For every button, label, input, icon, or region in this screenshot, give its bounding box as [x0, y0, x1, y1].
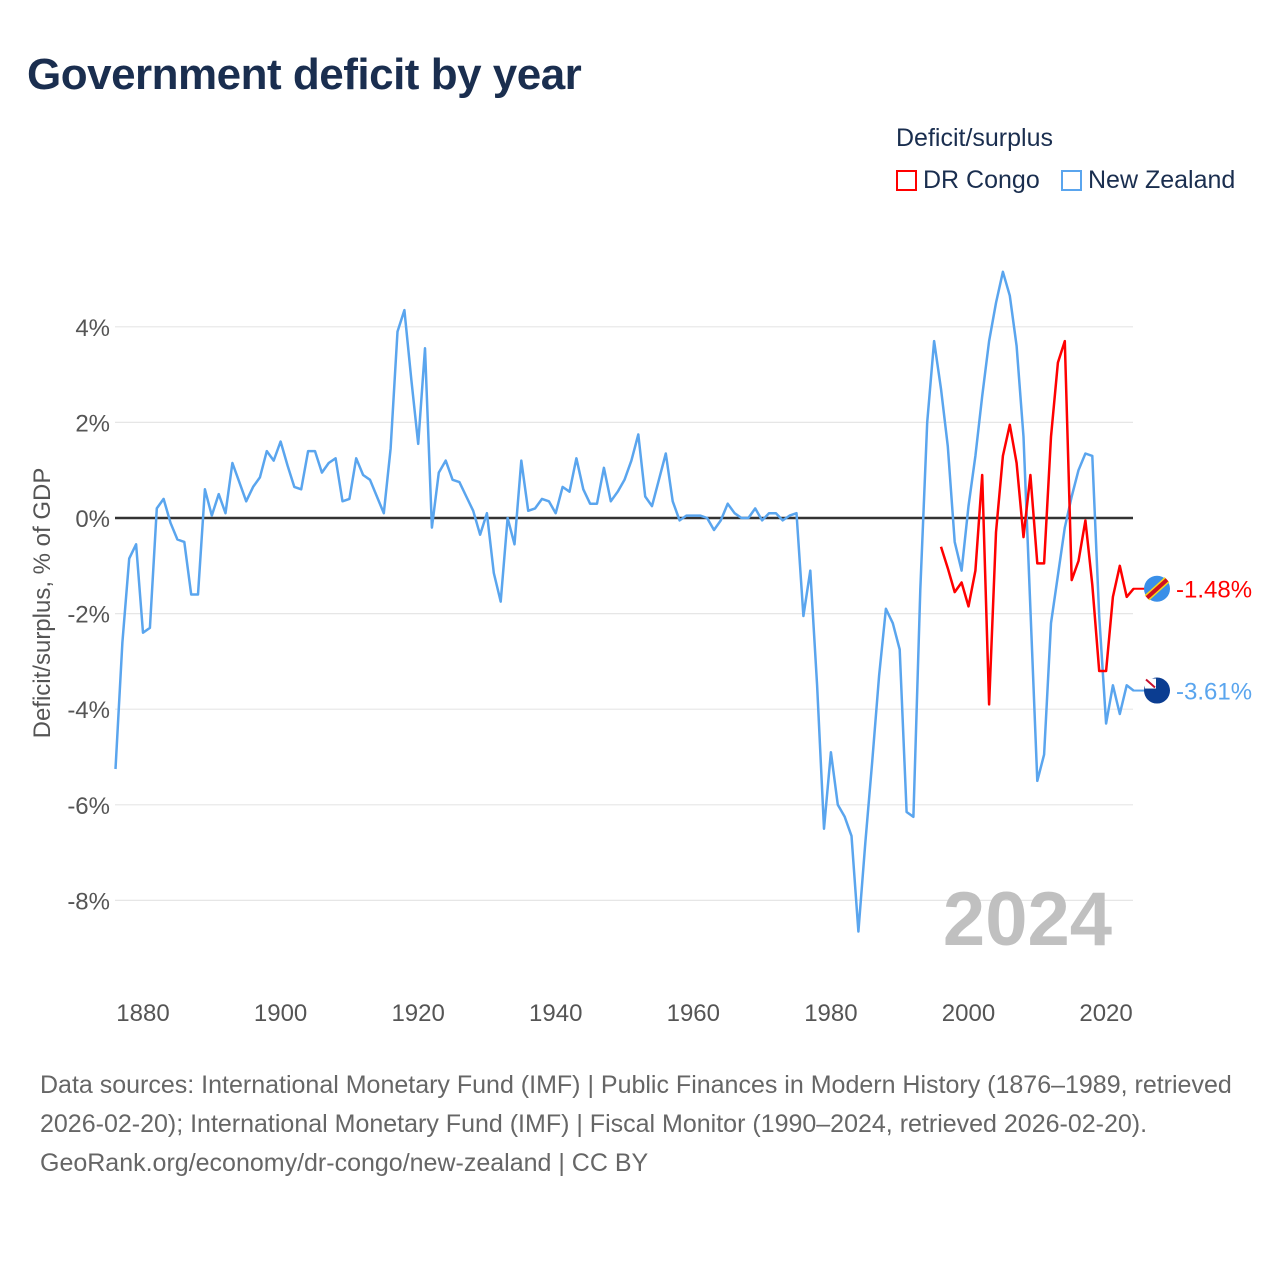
end-value-label: -1.48% [1176, 577, 1252, 604]
y-tick-label: -8% [67, 888, 110, 915]
y-tick-label: -4% [67, 697, 110, 724]
legend-title: Deficit/surplus [896, 124, 1053, 152]
legend-label: DR Congo [923, 166, 1040, 194]
series-line-new-zealand [114, 270, 1135, 933]
data-sources: Data sources: International Monetary Fun… [40, 1071, 1232, 1138]
flag-cross [1145, 678, 1156, 689]
y-tick-label: -6% [67, 793, 110, 820]
x-tick-label: 2020 [1079, 1000, 1132, 1027]
legend-item-dr-congo[interactable]: DR Congo [896, 166, 1040, 195]
series-line-dr-congo [939, 339, 1135, 706]
x-tick-label: 1880 [116, 1000, 169, 1027]
year-watermark: 2024 [943, 877, 1112, 962]
chart-title: Government deficit by year [27, 50, 582, 99]
x-tick-label: 1940 [529, 1000, 582, 1027]
y-tick-label: 0% [75, 506, 110, 533]
source-link[interactable]: GeoRank.org/economy/dr-congo/new-zealand… [40, 1149, 649, 1177]
legend-swatch-new-zealand [1061, 170, 1082, 191]
x-tick-label: 1900 [254, 1000, 307, 1027]
x-tick-label: 2000 [942, 1000, 995, 1027]
legend-label: New Zealand [1088, 166, 1236, 194]
y-axis-label: Deficit/surplus, % of GDP [29, 468, 56, 739]
y-tick-label: 4% [75, 315, 110, 342]
y-tick-label: 2% [75, 410, 110, 437]
x-tick-label: 1920 [391, 1000, 444, 1027]
end-value-label: -3.61% [1176, 679, 1252, 706]
legend-item-new-zealand[interactable]: New Zealand [1061, 166, 1235, 195]
x-tick-label: 1980 [804, 1000, 857, 1027]
legend-swatch-dr-congo [896, 170, 917, 191]
x-tick-label: 1960 [667, 1000, 720, 1027]
footer: Data sources: International Monetary Fun… [40, 1066, 1240, 1183]
flag-stripe [1145, 578, 1169, 600]
y-tick-label: -2% [67, 602, 110, 629]
